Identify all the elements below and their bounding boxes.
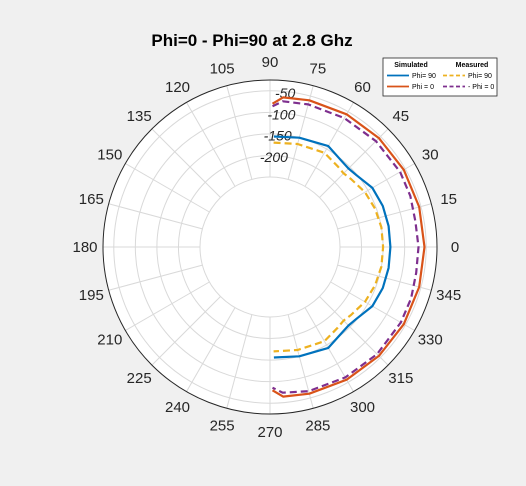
theta-tick-label: 90 (262, 54, 279, 71)
theta-gridline (226, 85, 253, 180)
theta-gridline (337, 264, 432, 291)
theta-tick-label: 15 (440, 191, 457, 208)
legend-header-measured: Measured (456, 62, 489, 69)
r-gridline (199, 176, 341, 318)
series-line-4 (272, 100, 420, 394)
theta-tick-label: 180 (72, 239, 97, 256)
theta-tick-label: 270 (257, 424, 282, 441)
legend-label: Phi= 90 (412, 73, 436, 80)
theta-gridline (304, 102, 354, 187)
series-line-2 (273, 141, 385, 353)
theta-tick-label: 285 (305, 418, 330, 435)
series-group (271, 96, 426, 398)
theta-tick-label: 30 (422, 147, 439, 164)
theta-tick-label: 345 (436, 287, 461, 304)
theta-gridline (186, 102, 236, 187)
theta-gridline (337, 203, 432, 230)
legend-label: - Phi = 0 (468, 84, 494, 91)
r-gridline (134, 111, 406, 383)
theta-tick-label: 195 (79, 287, 104, 304)
legend-header-simulated: Simulated (394, 62, 427, 69)
theta-tick-label: 165 (79, 191, 104, 208)
theta-gridline (226, 314, 253, 409)
outer-ring (102, 79, 438, 415)
theta-tick-label: 60 (354, 79, 371, 96)
theta-gridline (125, 281, 210, 331)
theta-tick-label: 105 (210, 60, 235, 77)
theta-gridline (151, 296, 221, 366)
legend-box (382, 57, 498, 97)
polar-axes: 0 15 30 45 60 75 90 105 120 135 150 165 180 195 210 225… (72, 54, 461, 441)
theta-tick-label: 240 (165, 399, 190, 416)
r-tick-label: -100 (267, 106, 295, 122)
theta-gridline (108, 203, 203, 230)
theta-tick-label: 210 (97, 332, 122, 349)
theta-tick-label: 255 (210, 418, 235, 435)
legend-label: Phi = 0 (412, 84, 434, 91)
legend-label: Phi= 90 (468, 73, 492, 80)
theta-tick-label: 45 (392, 108, 409, 125)
theta-tick-label: 225 (127, 370, 152, 387)
r-gridline (113, 90, 427, 404)
theta-tick-label: 315 (388, 370, 413, 387)
theta-gridline (319, 296, 389, 366)
theta-tick-label: 120 (165, 79, 190, 96)
theta-tick-label: 75 (310, 60, 327, 77)
r-tick-label: -200 (260, 149, 288, 165)
theta-tick-label: 330 (418, 332, 443, 349)
theta-gridline (108, 264, 203, 291)
theta-tick-label: 0 (451, 239, 459, 256)
legend: Simulated Measured Phi= 90 Phi= 90 Phi = 0 - … (382, 57, 498, 97)
chart-title: Phi=0 - Phi=90 at 2.8 Ghz (151, 31, 352, 50)
theta-gridline (125, 163, 210, 213)
theta-tick-label: 300 (350, 399, 375, 416)
r-gridline (177, 154, 363, 340)
theta-gridline (186, 307, 236, 392)
series-line-3 (271, 96, 426, 398)
theta-tick-label: 150 (97, 147, 122, 164)
theta-gridline (151, 128, 221, 198)
theta-tick-label: 135 (127, 108, 152, 125)
series-line-1 (273, 135, 392, 359)
